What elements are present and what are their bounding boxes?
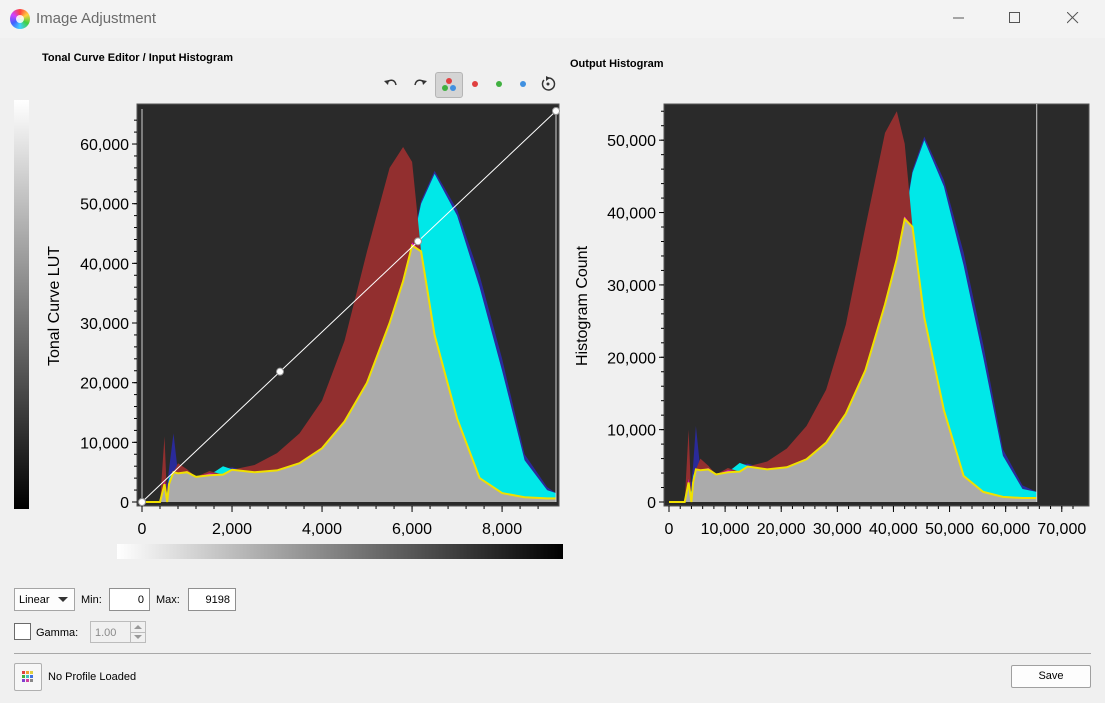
mode-value: Linear — [19, 594, 50, 606]
x-tick-label: 50,000 — [925, 521, 974, 538]
save-button[interactable]: Save — [1011, 665, 1091, 688]
y-tick-label: 0 — [120, 495, 129, 512]
curve-control-point[interactable] — [276, 367, 284, 376]
min-field[interactable]: 0 — [109, 588, 150, 611]
stepper-down-icon[interactable] — [130, 632, 145, 642]
y-tick-label: 30,000 — [80, 316, 129, 333]
undo-button[interactable] — [378, 72, 404, 96]
axes: 0 10,000 20,000 30,000 40,000 50,000 0 10,000 20… — [607, 110, 1086, 538]
mode-dropdown[interactable]: Linear — [14, 588, 75, 611]
reset-button[interactable] — [535, 72, 561, 96]
all-channels-button[interactable] — [435, 72, 463, 98]
yellow-overlap-edge — [669, 217, 1037, 503]
y-axis-label: Tonal Curve LUT — [46, 246, 63, 366]
y-tick-label: 10,000 — [607, 423, 656, 440]
red-channel-icon — [472, 81, 478, 87]
y-tick-label: 40,000 — [607, 206, 656, 223]
profile-button[interactable] — [14, 663, 42, 691]
x-tick-label: 4,000 — [302, 521, 342, 538]
yellow-overlap-edge — [142, 243, 556, 503]
gamma-stepper[interactable]: 1.00 — [90, 621, 146, 643]
output-gradient-bar — [14, 100, 29, 509]
red-channel-area — [669, 111, 1037, 502]
x-tick-label: 8,000 — [482, 521, 522, 538]
curve-control-point[interactable] — [414, 237, 422, 246]
gray-overlap-area — [142, 245, 556, 502]
maximize-icon — [1009, 12, 1020, 23]
y-tick-label: 0 — [647, 495, 656, 512]
x-tick-label: 70,000 — [1037, 521, 1086, 538]
x-tick-label: 40,000 — [869, 521, 918, 538]
red-channel-button[interactable] — [462, 72, 488, 96]
input-gradient-bar — [117, 544, 563, 559]
gamma-value: 1.00 — [95, 627, 117, 639]
max-field[interactable]: 9198 — [188, 588, 236, 611]
y-axis-label: Histogram Count — [574, 245, 591, 366]
close-button[interactable] — [1050, 0, 1096, 38]
tonal-curve-chart[interactable]: Tonal Curve LUT 0 10,000 20,000 30,000 40,00… — [0, 0, 560, 545]
x-tick-label: 0 — [138, 521, 147, 538]
minimize-button[interactable] — [936, 0, 982, 38]
close-icon — [1066, 11, 1079, 24]
undo-icon — [384, 79, 397, 86]
divider — [14, 653, 1091, 654]
redo-icon — [414, 79, 427, 86]
green-channel-icon — [496, 81, 502, 87]
y-tick-label: 50,000 — [607, 133, 656, 150]
y-tick-label: 10,000 — [80, 435, 129, 452]
x-tick-label: 0 — [665, 521, 674, 538]
curve-control-point[interactable] — [552, 107, 560, 115]
x-tick-label: 20,000 — [757, 521, 806, 538]
color-profile-icon — [22, 671, 33, 682]
rgb-channels-icon — [442, 78, 456, 91]
profile-status: No Profile Loaded — [48, 671, 137, 683]
y-tick-label: 60,000 — [80, 137, 129, 154]
redo-button[interactable] — [407, 72, 433, 96]
y-tick-label: 20,000 — [80, 376, 129, 393]
reset-icon — [541, 76, 556, 91]
axes: 0 10,000 20,000 30,000 40,000 50,000 60,000 0 2,… — [80, 119, 539, 538]
tonal-curve-line — [141, 110, 557, 503]
stepper-up-icon[interactable] — [130, 622, 145, 633]
x-tick-label: 6,000 — [392, 521, 432, 538]
input-section-label: Tonal Curve Editor / Input Histogram — [42, 52, 234, 64]
chevron-down-icon — [58, 597, 68, 602]
y-tick-label: 40,000 — [80, 256, 129, 273]
y-tick-label: 20,000 — [607, 350, 656, 367]
gamma-checkbox[interactable] — [14, 623, 31, 640]
window-title: Image Adjustment — [36, 10, 157, 27]
y-tick-label: 50,000 — [80, 197, 129, 214]
maximize-button[interactable] — [992, 0, 1038, 38]
curve-control-point[interactable] — [138, 498, 146, 506]
app-color-wheel-icon — [10, 9, 30, 29]
x-tick-label: 2,000 — [212, 521, 252, 538]
blue-channel-icon — [520, 81, 526, 87]
blue-channel-button[interactable] — [510, 72, 536, 96]
min-label: Min: — [81, 594, 102, 606]
output-section-label: Output Histogram — [570, 58, 664, 70]
max-label: Max: — [156, 594, 180, 606]
green-channel-button[interactable] — [486, 72, 512, 96]
gamma-label: Gamma: — [36, 627, 79, 639]
minimize-icon — [953, 17, 964, 19]
x-tick-label: 10,000 — [701, 521, 750, 538]
y-tick-label: 30,000 — [607, 278, 656, 295]
x-tick-label: 30,000 — [813, 521, 862, 538]
gray-overlap-area — [669, 219, 1037, 502]
output-histogram-chart: Histogram Count 0 10,000 20,000 30,000 40,00… — [574, 103, 1090, 538]
title-bar: Image Adjustment — [0, 0, 1105, 38]
x-tick-label: 60,000 — [981, 521, 1030, 538]
